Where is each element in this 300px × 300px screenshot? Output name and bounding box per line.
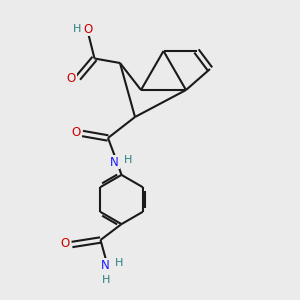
- Text: H: H: [124, 154, 133, 165]
- Text: H: H: [101, 274, 110, 285]
- Text: H: H: [115, 258, 124, 268]
- Text: N: N: [110, 155, 119, 169]
- Text: H: H: [73, 24, 81, 34]
- Text: O: O: [84, 22, 93, 36]
- Text: O: O: [67, 72, 76, 85]
- Text: N: N: [101, 259, 110, 272]
- Text: O: O: [61, 237, 70, 250]
- Text: O: O: [71, 126, 80, 140]
